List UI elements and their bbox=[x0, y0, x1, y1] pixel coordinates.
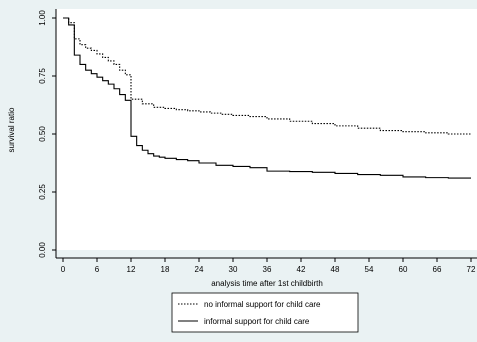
x-tick-label: 60 bbox=[399, 265, 408, 274]
x-tick-label: 12 bbox=[127, 265, 136, 274]
x-tick-label: 66 bbox=[433, 265, 442, 274]
y-tick-label: 0.75 bbox=[38, 68, 47, 84]
x-axis-ticks: 0 6 12 18 24 30 36 42 48 54 60 66 72 bbox=[61, 258, 476, 274]
legend-label-support: informal support for child care bbox=[204, 317, 310, 326]
y-tick-label: 0.00 bbox=[38, 242, 47, 258]
y-tick-label: 1.00 bbox=[38, 10, 47, 26]
x-tick-label: 72 bbox=[467, 265, 476, 274]
x-tick-label: 24 bbox=[195, 265, 204, 274]
legend: no informal support for child care infor… bbox=[171, 292, 359, 333]
y-axis-label: survival ratio bbox=[7, 107, 16, 152]
x-tick-label: 30 bbox=[229, 265, 238, 274]
y-tick-label: 0.50 bbox=[38, 126, 47, 142]
x-tick-label: 36 bbox=[263, 265, 272, 274]
y-axis-ticks: 0.00 0.25 0.50 0.75 1.00 bbox=[38, 10, 56, 258]
series-line-no-support bbox=[63, 17, 471, 135]
legend-box bbox=[171, 292, 359, 333]
x-axis-label: analysis time after 1st childbirth bbox=[211, 279, 323, 288]
x-tick-label: 42 bbox=[297, 265, 306, 274]
legend-label-no-support: no informal support for child care bbox=[204, 300, 321, 309]
y-tick-label: 0.25 bbox=[38, 184, 47, 200]
x-tick-label: 54 bbox=[365, 265, 374, 274]
x-tick-label: 18 bbox=[161, 265, 170, 274]
series-line-support bbox=[63, 17, 471, 179]
x-tick-label: 6 bbox=[95, 265, 100, 274]
plot-area bbox=[56, 9, 477, 250]
x-tick-label: 48 bbox=[331, 265, 340, 274]
x-tick-label: 0 bbox=[61, 265, 66, 274]
series-layer bbox=[63, 17, 471, 179]
